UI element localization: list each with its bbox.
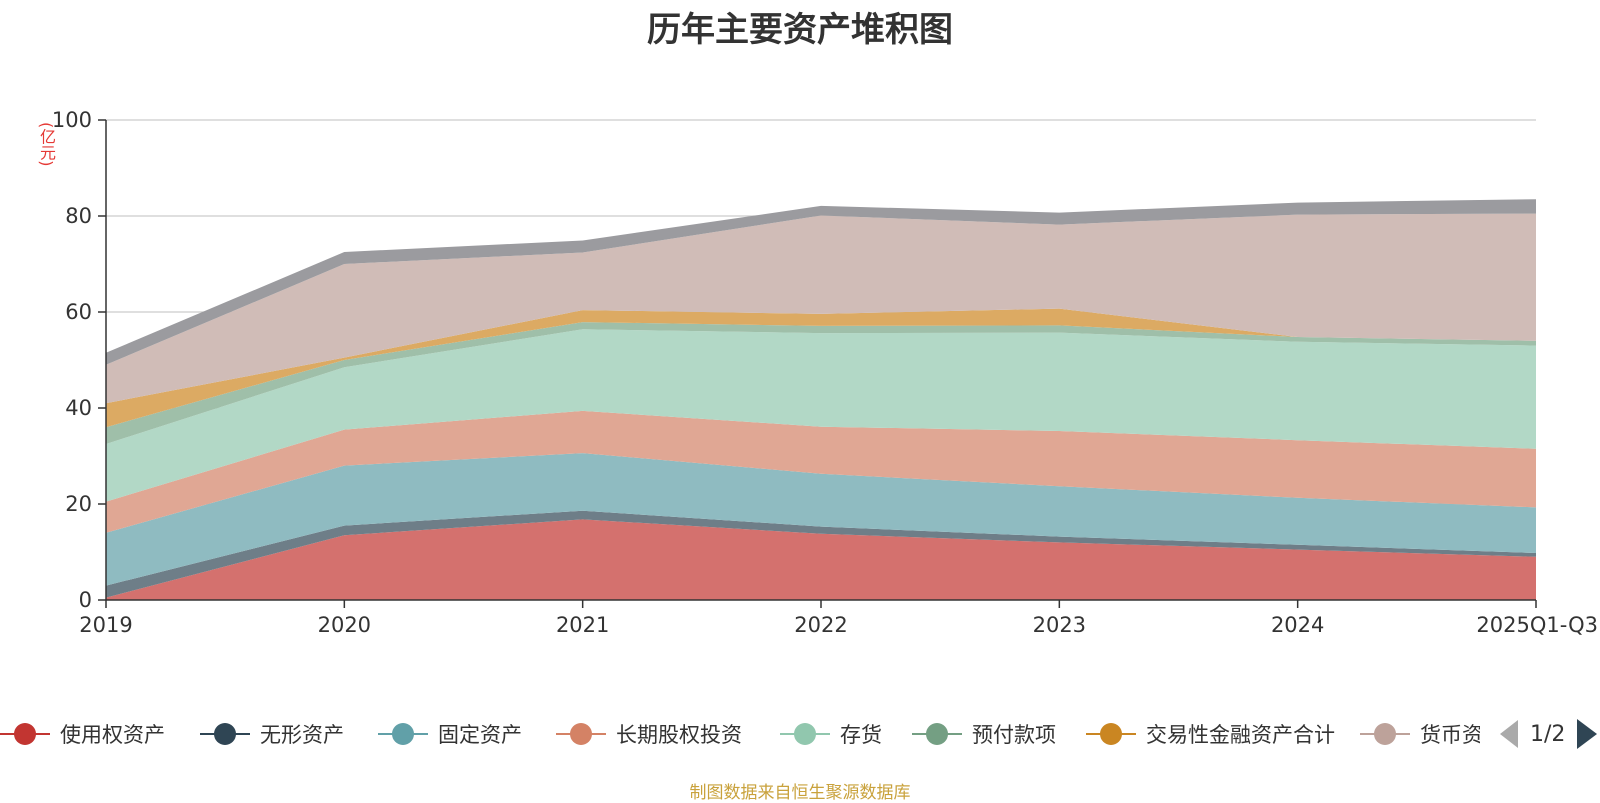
x-tick-label: 2019 <box>79 613 132 637</box>
legend-swatch-icon <box>780 716 830 752</box>
legend-item[interactable]: 使用权资产 <box>0 716 165 752</box>
legend-label: 货币资金 <box>1420 723 1480 747</box>
legend-swatch-icon <box>912 716 962 752</box>
legend-label: 交易性金融资产合计 <box>1146 723 1335 747</box>
legend-item[interactable]: 存货 <box>780 716 882 752</box>
legend-item[interactable]: 预付款项 <box>912 716 1056 752</box>
y-tick-label: 100 <box>52 108 92 132</box>
legend-label: 无形资产 <box>260 723 344 747</box>
y-tick-label: 60 <box>65 300 92 324</box>
legend-item[interactable]: 无形资产 <box>200 716 344 752</box>
legend-pager: 1/2 <box>1500 716 1598 752</box>
legend-label: 固定资产 <box>438 723 522 747</box>
area-存货 <box>106 329 1536 502</box>
legend-item[interactable]: 交易性金融资产合计 <box>1086 716 1335 752</box>
x-tick-label: 2025Q1-Q3 <box>1476 613 1598 637</box>
legend-swatch-icon <box>378 716 428 752</box>
legend-item[interactable]: 货币资金 <box>1360 716 1480 752</box>
legend-swatch-icon <box>556 716 606 752</box>
legend: 使用权资产 无形资产 固定资产 长期股权投资 存货 预付款项 交易性金融资产 <box>0 716 1600 752</box>
legend-label: 使用权资产 <box>60 723 165 747</box>
source-note: 制图数据来自恒生聚源数据库 <box>689 783 911 803</box>
legend-swatch-icon <box>1360 716 1410 752</box>
legend-clip: 货币资金 <box>1360 716 1480 752</box>
page-indicator: 1/2 <box>1530 721 1566 747</box>
area-货币资金 <box>106 213 1536 404</box>
y-axis-unit: (亿元) <box>37 122 56 167</box>
area-使用权资产 <box>106 519 1536 600</box>
y-tick-label: 0 <box>79 588 92 612</box>
legend-label: 预付款项 <box>972 723 1056 747</box>
y-tick-label: 40 <box>65 396 92 420</box>
x-tick-label: 2024 <box>1271 613 1324 637</box>
legend-swatch-icon <box>0 716 50 752</box>
area-无形资产 <box>106 510 1536 598</box>
legend-item[interactable]: 固定资产 <box>378 716 522 752</box>
stacked-area-chart: 0 20 40 60 80 100 2019 2020 2021 2022 2023 2024 2025… <box>52 108 1598 637</box>
area-固定资产 <box>106 453 1536 586</box>
page-prev-icon[interactable] <box>1500 720 1518 748</box>
legend-label: 存货 <box>840 723 882 747</box>
y-tick-label: 80 <box>65 204 92 228</box>
legend-label: 长期股权投资 <box>616 723 742 747</box>
x-tick-label: 2023 <box>1033 613 1086 637</box>
y-tick-label: 20 <box>65 492 92 516</box>
x-tick-label: 2022 <box>794 613 847 637</box>
area-交易性金融资产合计 <box>106 308 1536 428</box>
legend-swatch-icon <box>1086 716 1136 752</box>
x-tick-label: 2020 <box>318 613 371 637</box>
chart-title: 历年主要资产堆积图 <box>647 10 953 50</box>
area-长期股权投资 <box>106 410 1536 533</box>
legend-item[interactable]: 长期股权投资 <box>556 716 742 752</box>
page-next-icon[interactable] <box>1577 719 1598 749</box>
legend-swatch-icon <box>200 716 250 752</box>
x-tick-label: 2021 <box>556 613 609 637</box>
